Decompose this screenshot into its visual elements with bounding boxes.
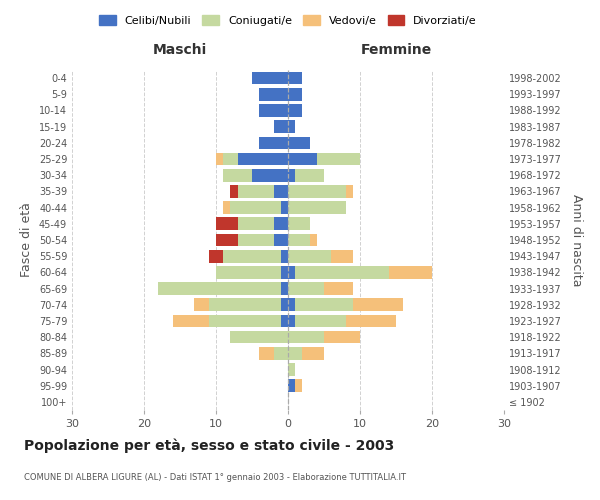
Bar	[346, 185, 353, 198]
Bar	[288, 282, 324, 295]
Text: Popolazione per età, sesso e stato civile - 2003: Popolazione per età, sesso e stato civil…	[24, 438, 394, 453]
Bar	[346, 314, 396, 328]
Bar	[230, 331, 288, 344]
Y-axis label: Anni di nascita: Anni di nascita	[569, 194, 583, 286]
Bar	[274, 347, 288, 360]
Bar	[216, 266, 281, 278]
Bar	[295, 380, 302, 392]
Bar	[295, 298, 353, 311]
Bar	[209, 314, 281, 328]
Bar	[216, 234, 238, 246]
Bar	[223, 152, 238, 166]
Bar	[302, 347, 324, 360]
Bar	[295, 169, 324, 181]
Bar	[288, 266, 295, 278]
Bar	[288, 120, 295, 133]
Bar	[281, 250, 288, 262]
Bar	[259, 347, 274, 360]
Bar	[259, 136, 288, 149]
Bar	[230, 185, 238, 198]
Bar	[238, 218, 274, 230]
Bar	[223, 250, 281, 262]
Bar	[288, 72, 302, 85]
Bar	[288, 363, 295, 376]
Legend: Celibi/Nubili, Coniugati/e, Vedovi/e, Divorziati/e: Celibi/Nubili, Coniugati/e, Vedovi/e, Di…	[95, 10, 481, 30]
Bar	[331, 250, 353, 262]
Bar	[238, 152, 288, 166]
Bar	[209, 250, 223, 262]
Bar	[288, 380, 295, 392]
Bar	[295, 266, 389, 278]
Bar	[173, 314, 209, 328]
Bar	[274, 234, 288, 246]
Bar	[216, 218, 238, 230]
Bar	[288, 185, 346, 198]
Text: COMUNE DI ALBERA LIGURE (AL) - Dati ISTAT 1° gennaio 2003 - Elaborazione TUTTITA: COMUNE DI ALBERA LIGURE (AL) - Dati ISTA…	[24, 473, 406, 482]
Bar	[281, 298, 288, 311]
Bar	[223, 202, 230, 214]
Bar	[238, 234, 274, 246]
Bar	[288, 331, 324, 344]
Bar	[288, 169, 295, 181]
Bar	[238, 185, 274, 198]
Bar	[259, 104, 288, 117]
Bar	[288, 218, 310, 230]
Bar	[310, 234, 317, 246]
Bar	[252, 72, 288, 85]
Bar	[288, 314, 295, 328]
Bar	[252, 169, 288, 181]
Bar	[353, 298, 403, 311]
Text: Maschi: Maschi	[153, 43, 207, 57]
Bar	[288, 152, 317, 166]
Bar	[317, 152, 360, 166]
Bar	[209, 298, 281, 311]
Bar	[274, 218, 288, 230]
Bar	[288, 234, 310, 246]
Bar	[288, 202, 346, 214]
Text: Femmine: Femmine	[361, 43, 431, 57]
Bar	[389, 266, 432, 278]
Bar	[230, 202, 281, 214]
Bar	[223, 169, 252, 181]
Bar	[274, 120, 288, 133]
Y-axis label: Fasce di età: Fasce di età	[20, 202, 33, 278]
Bar	[194, 298, 209, 311]
Bar	[281, 202, 288, 214]
Bar	[288, 250, 331, 262]
Bar	[288, 347, 302, 360]
Bar	[288, 88, 302, 101]
Bar	[288, 136, 310, 149]
Bar	[281, 266, 288, 278]
Bar	[158, 282, 281, 295]
Bar	[281, 282, 288, 295]
Bar	[274, 185, 288, 198]
Bar	[281, 314, 288, 328]
Bar	[216, 152, 223, 166]
Bar	[259, 88, 288, 101]
Bar	[295, 314, 346, 328]
Bar	[288, 298, 295, 311]
Bar	[288, 104, 302, 117]
Bar	[324, 282, 353, 295]
Bar	[324, 331, 360, 344]
